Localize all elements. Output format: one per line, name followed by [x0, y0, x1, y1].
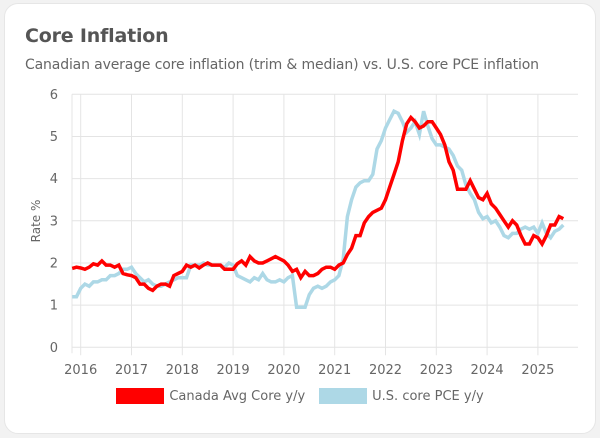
- x-tick-label: 2023: [420, 363, 453, 378]
- legend-item-us[interactable]: U.S. core PCE y/y: [319, 388, 484, 404]
- series-line-us: [72, 108, 565, 309]
- legend-label-canada: Canada Avg Core y/y: [169, 388, 306, 404]
- y-tick-label: 4: [50, 172, 58, 187]
- y-tick-label: 0: [50, 341, 58, 356]
- x-tick-label: 2018: [166, 363, 199, 378]
- x-tick-label: 2020: [267, 363, 300, 378]
- y-tick-label: 1: [50, 299, 58, 314]
- x-tick-label: 2022: [369, 363, 402, 378]
- chart-title: Core Inflation: [25, 25, 169, 47]
- y-tick-label: 6: [50, 88, 58, 103]
- legend-label-us: U.S. core PCE y/y: [372, 388, 484, 404]
- y-tick-label: 3: [50, 214, 58, 229]
- legend-item-canada[interactable]: Canada Avg Core y/y: [116, 388, 305, 404]
- chart-card: Core Inflation Canadian average core inf…: [4, 3, 596, 434]
- series-line-canada: [71, 114, 565, 293]
- legend-swatch-canada: [116, 388, 165, 404]
- chart-subtitle: Canadian average core inflation (trim & …: [25, 57, 539, 73]
- x-tick-label: 2024: [471, 363, 504, 378]
- x-tick-label: 2017: [115, 363, 148, 378]
- y-axis-label: Rate %: [29, 200, 43, 243]
- y-tick-label: 2: [50, 256, 58, 271]
- legend: Canada Avg Core y/y U.S. core PCE y/y: [0, 388, 600, 404]
- y-axis-ticks: 0 1 2 3 4 5 6: [50, 88, 58, 356]
- x-tick-label: 2025: [521, 363, 554, 378]
- x-tick-label: 2021: [318, 363, 351, 378]
- x-tick-label: 2016: [64, 363, 97, 378]
- grid: [71, 93, 578, 356]
- x-tick-label: 2019: [217, 363, 250, 378]
- series-lines: [71, 108, 565, 309]
- x-axis-ticks: 2016 2017 2018 2019 2020 2021 2022 2023 2024 2025: [64, 363, 554, 378]
- y-tick-label: 5: [50, 130, 58, 145]
- legend-swatch-us: [319, 388, 368, 404]
